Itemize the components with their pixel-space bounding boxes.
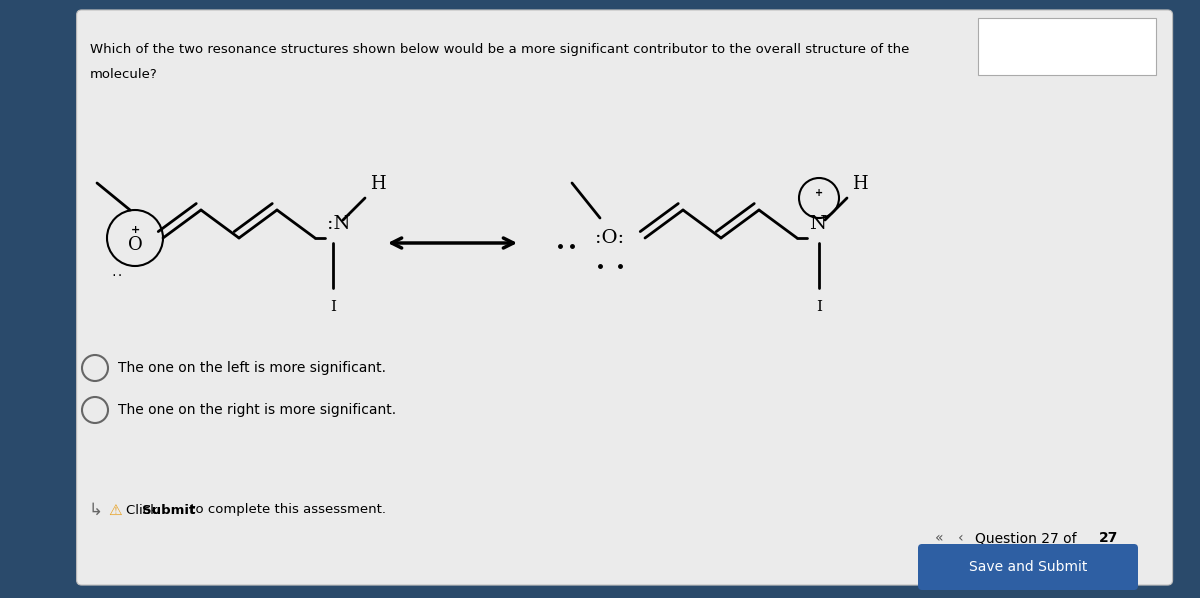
FancyBboxPatch shape bbox=[978, 18, 1156, 75]
Text: to complete this assessment.: to complete this assessment. bbox=[186, 504, 386, 517]
Text: +: + bbox=[815, 188, 823, 198]
Text: ..: .. bbox=[110, 268, 124, 278]
Text: :N: :N bbox=[326, 215, 350, 233]
Text: I: I bbox=[330, 300, 336, 314]
Text: molecule?: molecule? bbox=[90, 68, 157, 81]
Text: The one on the left is more significant.: The one on the left is more significant. bbox=[118, 361, 386, 375]
Text: Question 27 of: Question 27 of bbox=[974, 531, 1081, 545]
FancyBboxPatch shape bbox=[918, 544, 1138, 590]
Text: +: + bbox=[131, 225, 139, 235]
Text: :O:: :O: bbox=[595, 229, 624, 247]
Text: H: H bbox=[852, 175, 868, 193]
Text: H: H bbox=[370, 175, 385, 193]
Text: Click: Click bbox=[126, 504, 162, 517]
Text: «: « bbox=[935, 531, 943, 545]
Text: I: I bbox=[816, 300, 822, 314]
Text: ⚠: ⚠ bbox=[108, 502, 121, 517]
Text: 27: 27 bbox=[1099, 531, 1118, 545]
Text: O: O bbox=[127, 236, 143, 254]
Text: Which of the two resonance structures shown below would be a more significant co: Which of the two resonance structures sh… bbox=[90, 43, 910, 56]
FancyBboxPatch shape bbox=[77, 10, 1172, 585]
Text: Save and Submit: Save and Submit bbox=[968, 560, 1087, 574]
Text: Submit: Submit bbox=[142, 504, 196, 517]
Text: ‹: ‹ bbox=[958, 531, 964, 545]
Text: N: N bbox=[809, 215, 826, 233]
Text: The one on the right is more significant.: The one on the right is more significant… bbox=[118, 403, 396, 417]
Text: ↳: ↳ bbox=[88, 501, 102, 519]
